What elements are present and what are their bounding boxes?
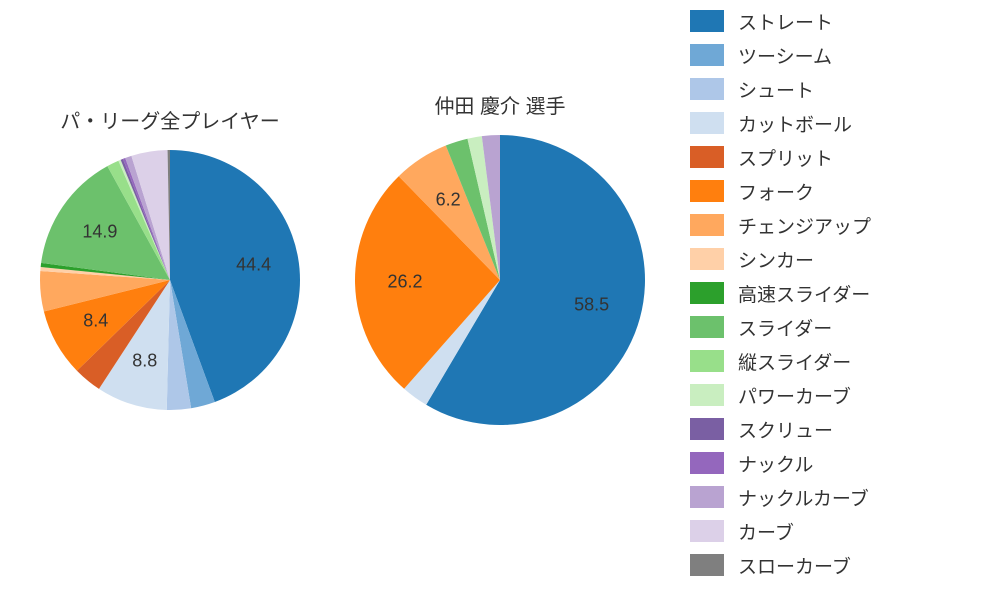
legend-swatch — [690, 78, 724, 100]
legend-swatch — [690, 486, 724, 508]
legend-label: ナックルカーブ — [738, 484, 869, 511]
legend-swatch — [690, 248, 724, 270]
legend-label: チェンジアップ — [738, 212, 871, 239]
legend-item: シュート — [690, 72, 990, 106]
legend-swatch — [690, 112, 724, 134]
pie-slice-label: 6.2 — [436, 190, 461, 211]
legend-item: 高速スライダー — [690, 276, 990, 310]
legend-swatch — [690, 554, 724, 576]
legend-swatch — [690, 282, 724, 304]
pie-slice-label: 8.8 — [132, 351, 157, 372]
legend-swatch — [690, 384, 724, 406]
legend-item: ストレート — [690, 4, 990, 38]
legend-item: ツーシーム — [690, 38, 990, 72]
legend-label: カットボール — [738, 110, 852, 137]
legend-item: ナックル — [690, 446, 990, 480]
pie-slice-label: 14.9 — [82, 222, 117, 243]
legend-label: ストレート — [738, 8, 833, 35]
legend-item: カーブ — [690, 514, 990, 548]
legend-item: パワーカーブ — [690, 378, 990, 412]
legend-swatch — [690, 418, 724, 440]
legend-swatch — [690, 146, 724, 168]
pie-slice-label: 44.4 — [236, 255, 271, 276]
legend-item: フォーク — [690, 174, 990, 208]
legend-swatch — [690, 180, 724, 202]
legend-label: パワーカーブ — [738, 382, 851, 409]
legend-swatch — [690, 520, 724, 542]
legend-label: ナックル — [738, 450, 813, 477]
chart-title: 仲田 慶介 選手 — [434, 90, 565, 119]
legend-label: 高速スライダー — [738, 280, 870, 307]
legend-item: 縦スライダー — [690, 344, 990, 378]
charts-area: パ・リーグ全プレイヤー 44.4 8.8 8.4 14.9 仲田 慶介 選手 58.5 26.… — [0, 0, 680, 600]
legend-swatch — [690, 214, 724, 236]
pie-slice-label: 58.5 — [574, 295, 609, 316]
legend-label: シンカー — [738, 246, 814, 273]
legend-label: フォーク — [738, 178, 814, 205]
legend-label: スプリット — [738, 144, 833, 171]
legend-swatch — [690, 316, 724, 338]
legend-swatch — [690, 350, 724, 372]
legend-label: カーブ — [738, 518, 794, 545]
legend: ストレートツーシームシュートカットボールスプリットフォークチェンジアップシンカー… — [690, 0, 990, 582]
legend-item: スローカーブ — [690, 548, 990, 582]
pie-slice-label: 8.4 — [83, 311, 108, 332]
legend-label: スライダー — [738, 314, 832, 341]
legend-label: ツーシーム — [738, 42, 832, 69]
legend-item: チェンジアップ — [690, 208, 990, 242]
legend-item: カットボール — [690, 106, 990, 140]
legend-item: シンカー — [690, 242, 990, 276]
pie-slice-label: 26.2 — [387, 272, 422, 293]
legend-label: スクリュー — [738, 416, 833, 443]
chart-title: パ・リーグ全プレイヤー — [60, 105, 279, 134]
legend-label: スローカーブ — [738, 552, 851, 579]
legend-swatch — [690, 44, 724, 66]
legend-swatch — [690, 452, 724, 474]
legend-item: スプリット — [690, 140, 990, 174]
legend-item: スクリュー — [690, 412, 990, 446]
legend-item: スライダー — [690, 310, 990, 344]
legend-item: ナックルカーブ — [690, 480, 990, 514]
legend-label: シュート — [738, 76, 814, 103]
legend-label: 縦スライダー — [738, 348, 851, 375]
legend-swatch — [690, 10, 724, 32]
